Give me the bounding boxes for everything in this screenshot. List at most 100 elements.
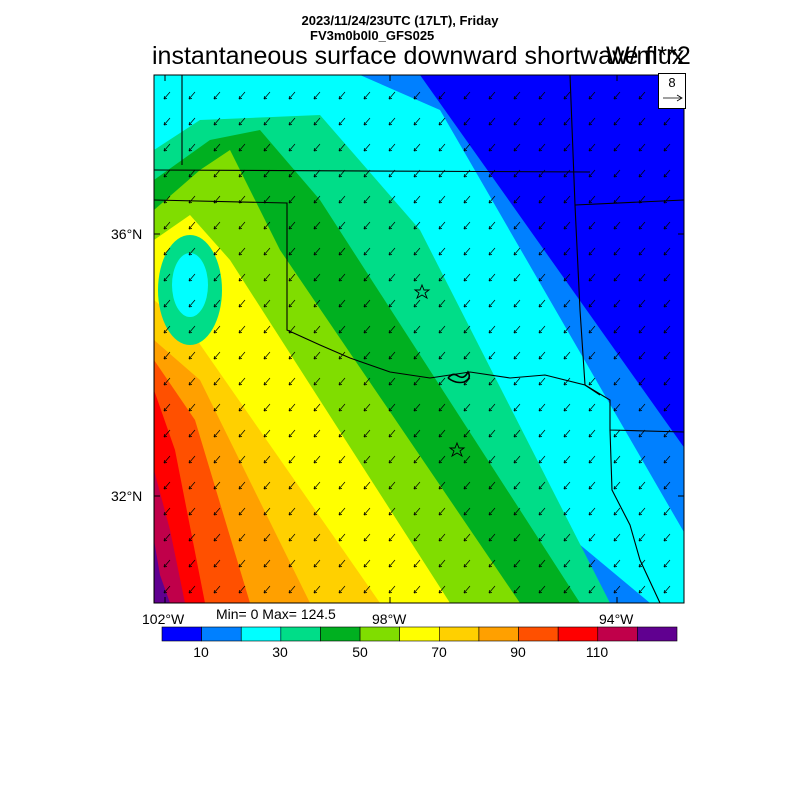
wind-arrow	[563, 117, 571, 126]
wind-arrow	[213, 455, 221, 464]
wind-arrow	[338, 585, 346, 594]
wind-arrow	[613, 533, 621, 542]
wind-arrow	[463, 299, 471, 308]
wind-arrow	[463, 533, 471, 542]
wind-arrow	[613, 299, 621, 308]
wind-arrow	[663, 377, 671, 386]
wind-arrow	[563, 455, 571, 464]
wind-arrow	[213, 117, 221, 126]
wind-arrow	[413, 481, 421, 490]
wind-arrow	[513, 403, 521, 412]
wind-arrow	[438, 429, 446, 438]
wind-arrow	[263, 117, 271, 126]
wind-arrow	[463, 117, 471, 126]
wind-arrow	[288, 377, 296, 386]
wind-arrow	[388, 273, 396, 282]
wind-arrow	[663, 481, 671, 490]
wind-arrow	[538, 299, 546, 308]
wind-arrow	[663, 585, 671, 594]
colorbar-swatch	[478, 626, 519, 642]
wind-arrow	[338, 91, 346, 100]
wind-arrow	[388, 429, 396, 438]
wind-arrow	[513, 247, 521, 256]
wind-arrow	[513, 377, 521, 386]
wind-arrow	[238, 507, 246, 516]
field-band-gold	[154, 300, 380, 603]
wind-arrow	[438, 559, 446, 568]
wind-arrow	[213, 91, 221, 100]
wind-arrow	[638, 91, 646, 100]
wind-arrow	[363, 247, 371, 256]
wind-arrow	[313, 195, 321, 204]
wind-arrow	[488, 403, 496, 412]
wind-arrow	[238, 273, 246, 282]
wind-arrow	[588, 533, 596, 542]
wind-arrow	[338, 117, 346, 126]
colorbar-swatch	[399, 626, 440, 642]
colorbar-swatch	[439, 626, 480, 642]
wind-arrow	[563, 143, 571, 152]
wind-arrow	[488, 143, 496, 152]
wind-arrow	[313, 117, 321, 126]
wind-arrow	[238, 455, 246, 464]
wind-arrow	[263, 403, 271, 412]
wind-arrow	[538, 377, 546, 386]
wind-arrow	[388, 481, 396, 490]
wind-arrow	[363, 533, 371, 542]
wind-arrow	[438, 507, 446, 516]
wind-arrow	[488, 507, 496, 516]
wind-arrow	[238, 117, 246, 126]
wind-arrow	[163, 169, 171, 178]
city-star-1	[413, 283, 431, 300]
wind-arrow	[413, 143, 421, 152]
wind-arrow	[263, 455, 271, 464]
wind-arrow	[588, 325, 596, 334]
wind-arrow	[538, 403, 546, 412]
wind-arrow	[338, 143, 346, 152]
wind-arrow	[238, 429, 246, 438]
wind-arrow	[288, 91, 296, 100]
wind-arrow	[513, 481, 521, 490]
wind-arrow	[263, 91, 271, 100]
wind-arrow	[638, 117, 646, 126]
wind-arrow	[663, 559, 671, 568]
wind-arrow	[538, 351, 546, 360]
wind-arrow	[388, 91, 396, 100]
wind-arrow	[413, 351, 421, 360]
wind-arrow	[463, 585, 471, 594]
wind-arrow	[538, 91, 546, 100]
wind-arrow	[238, 221, 246, 230]
wind-arrow	[413, 403, 421, 412]
wind-arrow	[388, 221, 396, 230]
wind-arrow	[313, 533, 321, 542]
wind-arrow	[663, 455, 671, 464]
vector-reference-box: 8	[658, 73, 686, 109]
wind-arrow	[638, 481, 646, 490]
kansas-oklahoma-border	[154, 169, 591, 173]
wind-arrow	[563, 429, 571, 438]
wind-arrow	[438, 403, 446, 412]
wind-arrow	[163, 559, 171, 568]
wind-arrow	[438, 221, 446, 230]
wind-arrow	[638, 325, 646, 334]
wind-arrow	[263, 377, 271, 386]
wind-arrow	[563, 195, 571, 204]
wind-arrow	[613, 247, 621, 256]
colorbar-label-10: 10	[193, 644, 209, 660]
wind-arrow	[188, 143, 196, 152]
wind-arrow	[638, 377, 646, 386]
wind-arrow	[338, 455, 346, 464]
wind-arrow	[363, 559, 371, 568]
wind-arrow	[538, 585, 546, 594]
wind-arrow	[488, 247, 496, 256]
wind-arrow	[163, 507, 171, 516]
wind-arrow	[238, 169, 246, 178]
field-band-yellow	[154, 215, 450, 603]
colorbar-swatch	[201, 626, 242, 642]
wind-arrow	[363, 403, 371, 412]
wind-arrow	[613, 377, 621, 386]
wind-arrow	[488, 221, 496, 230]
wind-arrow	[263, 247, 271, 256]
wind-arrow	[488, 585, 496, 594]
wind-arrow	[613, 325, 621, 334]
